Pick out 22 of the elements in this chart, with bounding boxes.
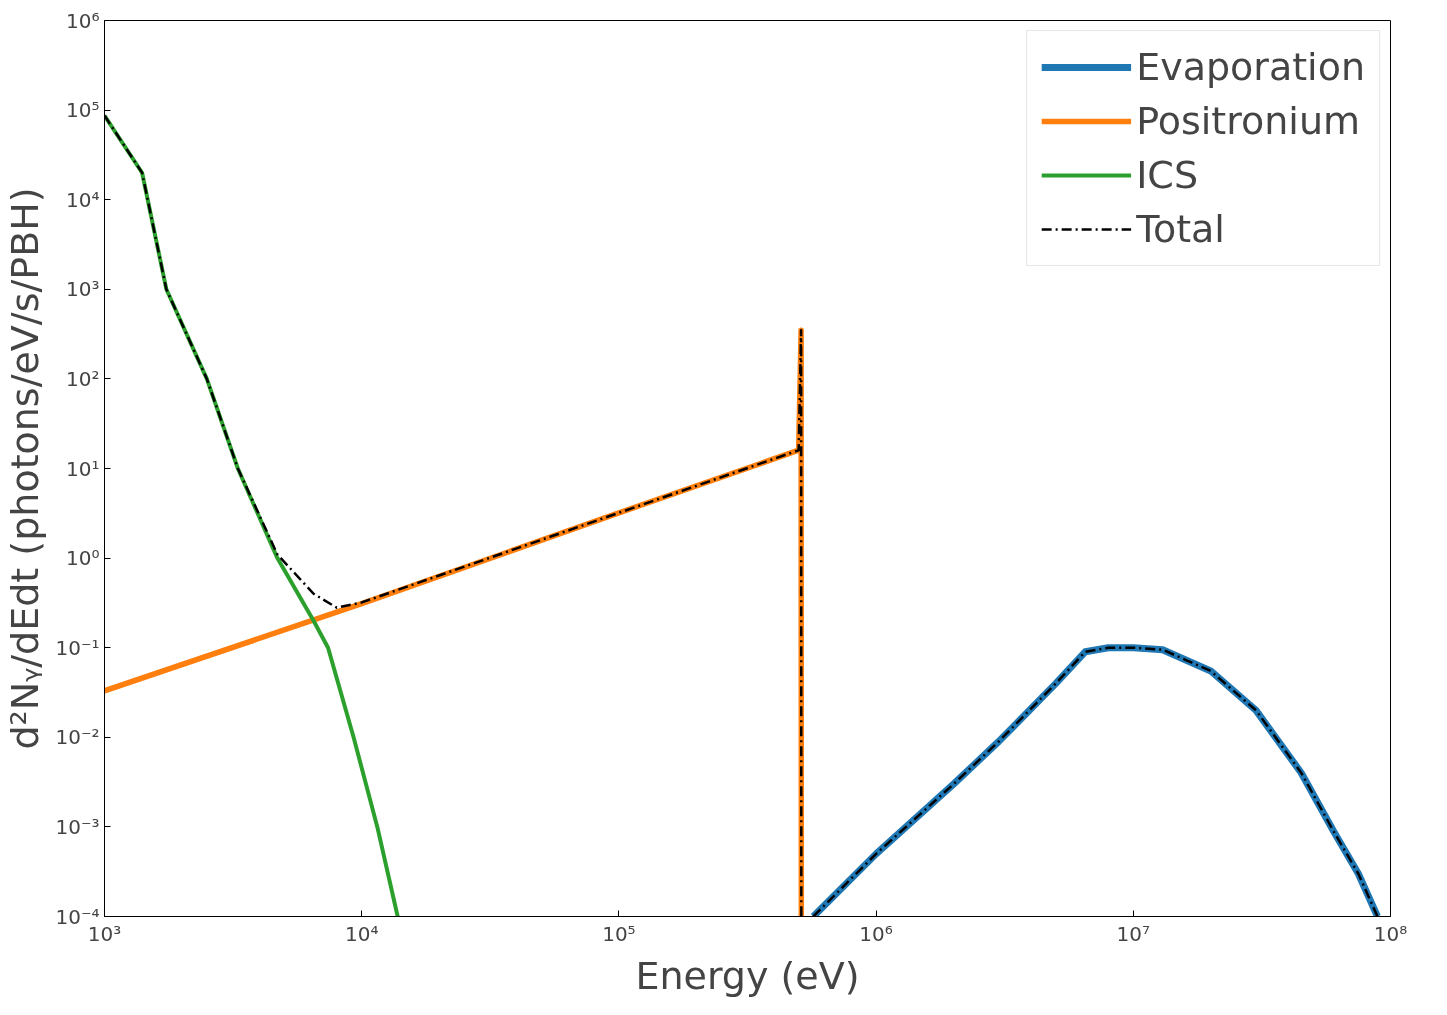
legend-label: Evaporation xyxy=(1136,45,1365,89)
legend-label: Total xyxy=(1136,207,1225,251)
x-tick-label: 10⁶ xyxy=(859,921,893,946)
y-tick-label: 10⁰ xyxy=(66,546,100,571)
y-tick-label: 10⁻³ xyxy=(55,814,100,839)
y-tick-label: 10¹ xyxy=(66,456,100,481)
y-tick-label: 10⁶ xyxy=(66,8,100,33)
x-tick-label: 10⁵ xyxy=(602,921,636,946)
y-tick-label: 10⁴ xyxy=(66,187,100,212)
x-tick-label: 10³ xyxy=(87,921,122,946)
y-tick-label: 10² xyxy=(66,366,100,391)
x-axis-title: Energy (eV) xyxy=(635,953,860,998)
y-tick-label: 10⁵ xyxy=(66,98,100,123)
y-tick-label: 10³ xyxy=(66,277,100,302)
y-axis-title: d²Nᵧ/dEdt (photons/eV/s/PBH) xyxy=(3,187,48,750)
x-tick-label: 10⁴ xyxy=(344,921,379,946)
legend-label: ICS xyxy=(1136,153,1199,197)
legend-label: Positronium xyxy=(1136,99,1360,143)
x-tick-label: 10⁸ xyxy=(1373,921,1408,946)
y-tick-label: 10⁻² xyxy=(55,725,100,750)
x-tick-label: 10⁷ xyxy=(1116,921,1151,946)
y-tick-label: 10⁻¹ xyxy=(55,635,100,660)
